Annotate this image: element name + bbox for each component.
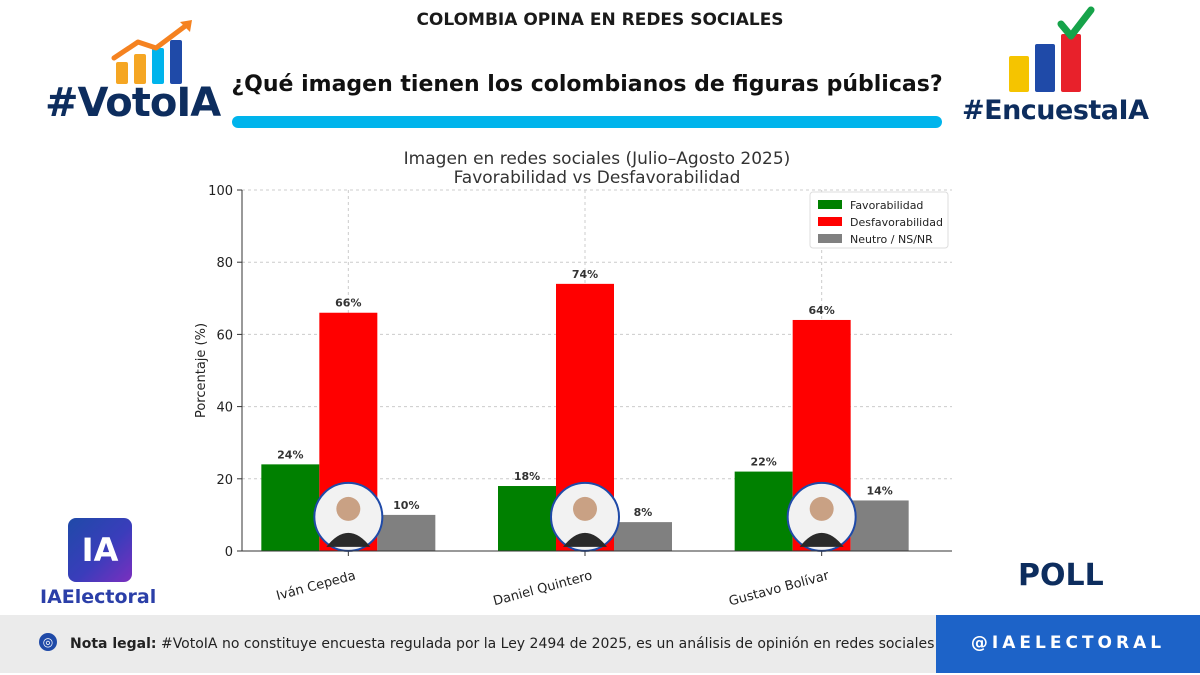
- legend-label: Desfavorabilidad: [850, 216, 943, 229]
- growth-chart-icon: [111, 20, 192, 84]
- bar-value-label: 64%: [808, 304, 834, 317]
- legal-note-text: #VotoIA no constituye encuesta regulada …: [156, 636, 987, 652]
- page-title: ¿Qué imagen tienen los colombianos de fi…: [231, 72, 943, 97]
- ballot-check-icon: [1009, 6, 1095, 92]
- legal-note-label: Nota legal:: [70, 636, 157, 652]
- y-tick-label: 80: [216, 256, 233, 271]
- x-tick-label: Iván Cepeda: [275, 568, 358, 604]
- bar-value-label: 66%: [335, 297, 361, 310]
- bar-value-label: 8%: [634, 506, 653, 519]
- avatar-body: [563, 532, 607, 547]
- bar-favorable: [734, 471, 793, 551]
- bar-neutral: [377, 514, 436, 551]
- y-tick-label: 100: [208, 184, 233, 199]
- avatar-head: [336, 496, 361, 521]
- avatar-body: [326, 532, 371, 547]
- chart-title: Imagen en redes sociales (Julio–Agosto 2…: [404, 149, 791, 169]
- legend-label: Favorabilidad: [850, 199, 923, 212]
- chart-subtitle: Favorabilidad vs Desfavorabilidad: [454, 168, 741, 188]
- bar-value-label: 10%: [393, 499, 419, 512]
- legend-swatch: [818, 200, 842, 209]
- legend-label: Neutro / NS/NR: [850, 233, 933, 246]
- bar-neutral: [850, 500, 909, 551]
- avatar-head: [809, 496, 834, 521]
- x-tick-label: Gustavo Bolívar: [727, 568, 831, 609]
- social-handle[interactable]: @IAELECTORAL: [970, 633, 1166, 653]
- legend-swatch: [818, 217, 842, 226]
- legend-box: [809, 191, 949, 249]
- header-top-title: COLOMBIA OPINA EN REDES SOCIALES: [416, 10, 784, 30]
- legend-swatch: [818, 234, 842, 243]
- votoia-logo: #VotoIA: [45, 80, 221, 126]
- x-tick-label: Daniel Quintero: [492, 568, 594, 609]
- globe-icon: ◎: [39, 633, 57, 651]
- bar-value-label: 24%: [277, 448, 303, 461]
- footer-bar: [0, 615, 936, 673]
- bar-chart: Imagen en redes sociales (Julio–Agosto 2…: [194, 149, 952, 610]
- ia-logo-icon: IA: [68, 518, 132, 582]
- y-tick-label: 40: [216, 401, 233, 416]
- ia-electoral-label: IAElectoral: [40, 586, 157, 608]
- bar-neutral: [614, 522, 672, 551]
- y-tick-label: 20: [216, 473, 233, 488]
- poll-label: POLL: [1018, 558, 1104, 593]
- y-tick-label: 0: [225, 545, 233, 560]
- bar-favorable: [498, 486, 556, 551]
- header-accent-bar: [232, 116, 942, 128]
- avatar-head: [573, 496, 597, 521]
- handle-box: [936, 615, 1200, 673]
- avatar-body: [799, 532, 844, 547]
- y-axis-label: Porcentaje (%): [194, 323, 209, 418]
- bar-value-label: 22%: [750, 456, 776, 469]
- y-tick-label: 60: [216, 328, 233, 343]
- bar-favorable: [261, 464, 320, 551]
- encuestaia-logo: #EncuestaIA: [962, 95, 1149, 126]
- legal-note: Nota legal: #VotoIA no constituye encues…: [70, 636, 986, 652]
- bar-value-label: 18%: [514, 470, 540, 483]
- bar-value-label: 74%: [572, 268, 598, 281]
- bar-value-label: 14%: [866, 484, 892, 497]
